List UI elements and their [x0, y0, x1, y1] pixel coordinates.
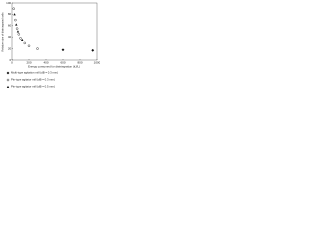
y-tick-label: 60 [8, 24, 12, 28]
marker [15, 27, 19, 30]
marker [36, 47, 39, 50]
marker [16, 30, 20, 33]
chart: Relative size of disintegrated cells Ene… [1, 1, 100, 89]
marker [6, 78, 10, 82]
x-axis-label: Energy consumed for disintegration (kJ/L… [28, 65, 80, 69]
x-tick-label: 600 [60, 60, 65, 64]
x-tick-label: 400 [43, 60, 48, 64]
marker [27, 44, 31, 47]
marker [14, 18, 17, 22]
x-tick-label: 200 [26, 60, 31, 64]
marker [15, 23, 18, 26]
marker [17, 33, 20, 36]
marker [12, 7, 15, 10]
marker [21, 38, 24, 42]
y-tick-label: 40 [8, 35, 12, 39]
marker [19, 37, 22, 40]
y-tick-label: 20 [8, 46, 12, 50]
y-axis-label: Relative size of disintegrated cells [1, 12, 5, 52]
marker [13, 13, 16, 16]
y-tick-label: 100 [6, 1, 11, 5]
x-tick-label: 800 [77, 60, 82, 64]
x-tick-label: 1000 [94, 60, 100, 64]
marker [61, 48, 65, 52]
x-tick-label: 0 [11, 60, 13, 64]
y-tick-label: 0 [10, 58, 12, 62]
plot-frame [11, 2, 98, 61]
legend-label: Multi-type agitation mill (dB = 0.3 mm) [11, 71, 58, 75]
marker [23, 41, 26, 45]
marker [91, 48, 95, 52]
marker [6, 85, 10, 88]
legend-label: Pin-type agitator mill (dB = 0.5 mm) [11, 85, 55, 89]
y-tick-label: 80 [8, 12, 12, 16]
legend-label: Pin-type agitator mill (dB = 0.3 mm) [11, 78, 55, 82]
marker [6, 71, 10, 75]
